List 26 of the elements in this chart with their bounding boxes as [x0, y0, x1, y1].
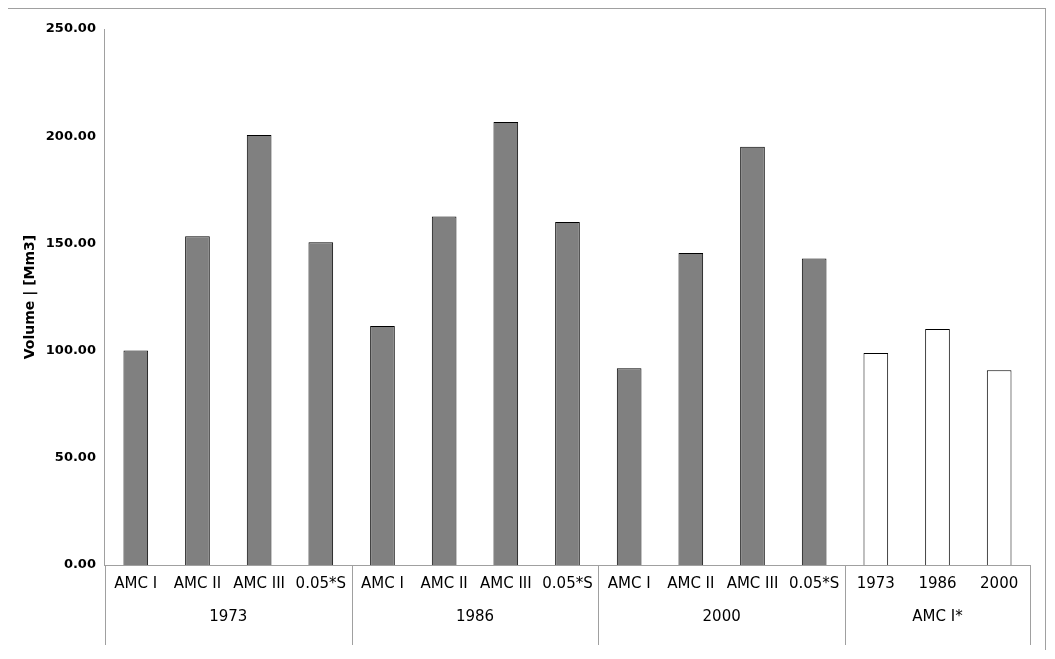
y-tick-label: 200.00 — [45, 127, 96, 143]
text: 2000 — [702, 606, 741, 625]
x-tick-label: 0.05*S — [295, 573, 347, 592]
text: AMC I* — [912, 606, 964, 625]
y-tick-label: 0.00 — [63, 556, 96, 572]
x-tick-label: AMC III — [233, 573, 285, 592]
x-tick-label: 1973 — [856, 573, 895, 592]
y-axis-title: Volume | [Mm3] — [21, 234, 39, 360]
text: 1986 — [455, 606, 495, 625]
x-tick-label: AMC II — [173, 573, 222, 592]
x-tick-label: AMC I — [607, 573, 651, 592]
x-tick-label: 1986 — [918, 573, 957, 592]
x-tick-label: AMC III — [479, 573, 532, 592]
y-tick-label: 250.00 — [45, 20, 96, 36]
y-tick-label: 100.00 — [45, 341, 96, 357]
x-tick-label: 0.05*S — [788, 573, 840, 592]
x-tick-label: AMC I — [114, 573, 158, 592]
x-tick-label: AMC I — [361, 573, 404, 592]
text: 1973 — [209, 606, 248, 625]
x-tick-label: AMC II — [667, 573, 715, 592]
x-tick-label: AMC II — [420, 573, 468, 592]
x-tick-label: 2000 — [980, 573, 1019, 592]
x-tick-label: 0.05*S — [542, 573, 593, 592]
y-tick-label: 50.00 — [54, 449, 96, 465]
x-tick-label: AMC III — [726, 573, 779, 592]
y-tick-label: 150.00 — [45, 234, 96, 250]
